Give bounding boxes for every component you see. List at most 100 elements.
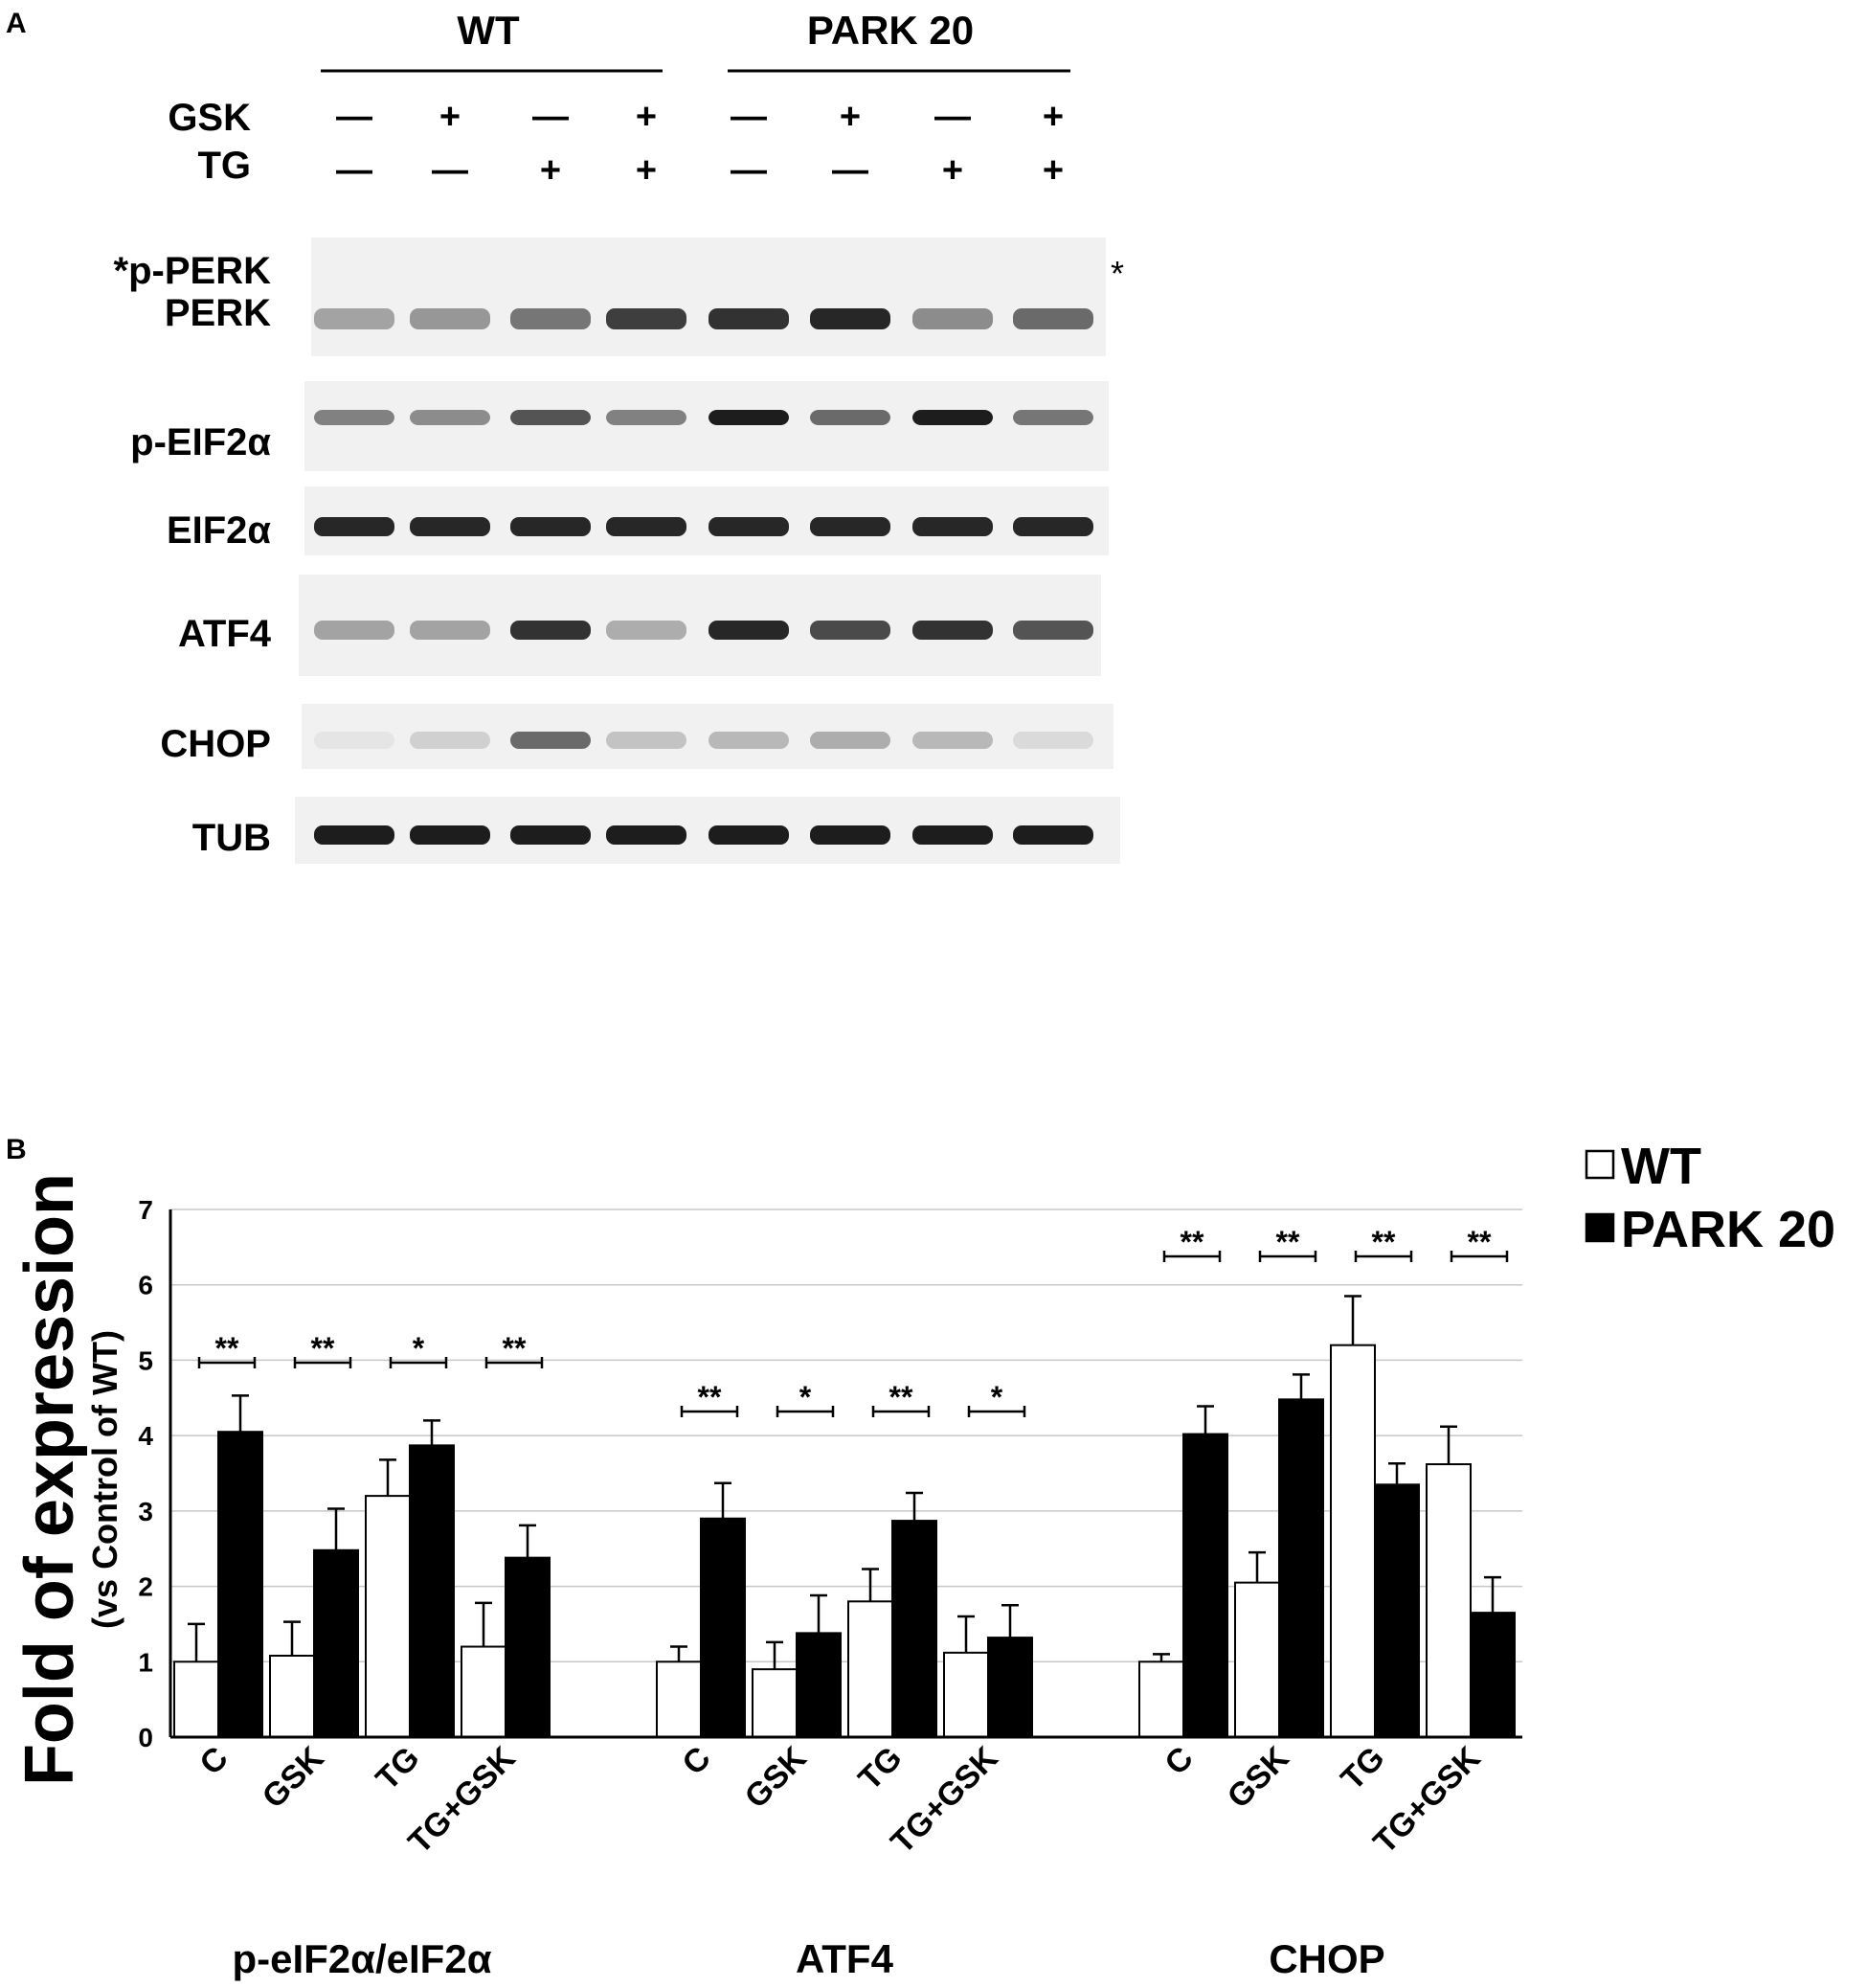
sign-gsk-lane-5: — — [731, 97, 767, 137]
band-p-perk-lane-3 — [510, 308, 591, 329]
band-chop-lane-3 — [510, 732, 591, 749]
sign-tg-lane-3: + — [540, 150, 561, 191]
bar-group-3-c-wt — [1138, 1660, 1184, 1739]
axes — [169, 1209, 1522, 1739]
band-tub-lane-1 — [314, 825, 394, 845]
y-tick-label-7: 7 — [138, 1195, 153, 1225]
bar-group-2-gsk-wt — [752, 1668, 798, 1738]
band-atf4-lane-8 — [1013, 621, 1093, 640]
legend-label-park20: PARK 20 — [1621, 1201, 1835, 1258]
sign-gsk-lane-7: — — [934, 97, 971, 137]
sign-tg-lane-8: + — [1043, 150, 1064, 191]
band-atf4-lane-7 — [912, 621, 993, 640]
bar-group-2-tg-gsk-park20 — [987, 1637, 1033, 1739]
sig-stars-group-3-2: ** — [1372, 1225, 1396, 1259]
band-tub-lane-7 — [912, 825, 993, 845]
band-eif2-lane-4 — [606, 517, 686, 536]
y-axis-sublabel: (vs Control of WT) — [85, 1330, 124, 1629]
band-atf4-lane-5 — [709, 621, 789, 640]
band-atf4-lane-1 — [314, 621, 394, 640]
band-p-perk-lane-6 — [810, 308, 890, 329]
x-tick-label-group-3-3: TG+GSK — [1366, 1739, 1488, 1861]
band-p-perk-lane-5 — [709, 308, 789, 329]
y-tick-label-2: 2 — [138, 1572, 153, 1602]
band-p-eif2-lane-6 — [810, 410, 890, 425]
band-tub-lane-8 — [1013, 825, 1093, 845]
bars — [173, 1344, 1516, 1739]
band-chop-lane-8 — [1013, 732, 1093, 749]
x-tick-label-group-1-1: GSK — [256, 1739, 331, 1815]
band-p-eif2-lane-3 — [510, 410, 591, 425]
blot-label-chop: CHOP — [160, 723, 271, 765]
sign-gsk-lane-3: — — [532, 97, 569, 137]
band-tub-lane-6 — [810, 825, 890, 845]
band-chop-lane-1 — [314, 732, 394, 749]
x-tick-label-group-3-1: GSK — [1221, 1739, 1296, 1815]
band-p-eif2-lane-2 — [410, 410, 490, 425]
x-tick-label-group-3-2: TG — [1334, 1740, 1391, 1797]
band-tub-lane-3 — [510, 825, 591, 845]
bar-group-1-c-wt — [173, 1660, 219, 1739]
x-tick-label-group-1-2: TG — [369, 1740, 426, 1797]
bar-group-3-tg-gsk-park20 — [1470, 1612, 1516, 1739]
group-label-group-2: ATF4 — [796, 1936, 894, 1981]
blot-label-eif2: EIF2α — [167, 509, 271, 552]
group-label-group-1: p-eIF2α/eIF2α — [232, 1936, 491, 1981]
band-eif2-lane-2 — [410, 517, 490, 536]
legend-swatch-wt — [1585, 1149, 1615, 1180]
band-tub-lane-5 — [709, 825, 789, 845]
bar-group-2-tg-gsk-wt — [943, 1651, 989, 1738]
band-chop-lane-6 — [810, 732, 890, 749]
group-header-park20: PARK 20 — [807, 8, 974, 53]
band-chop-lane-4 — [606, 732, 686, 749]
sign-tg-lane-5: — — [731, 150, 767, 191]
x-tick-label-group-3-0: C — [1158, 1740, 1200, 1782]
x-tick-label-group-1-3: TG+GSK — [401, 1739, 523, 1861]
sign-tg-lane-7: + — [942, 150, 963, 191]
blot-strip-p-perk — [311, 237, 1106, 356]
band-p-perk-lane-7 — [912, 308, 993, 329]
bar-group-1-gsk-park20 — [313, 1548, 359, 1738]
sig-stars-group-2-2: ** — [889, 1380, 913, 1414]
band-tub-lane-4 — [606, 825, 686, 845]
bar-group-3-gsk-wt — [1234, 1581, 1280, 1739]
bar-group-2-c-wt — [656, 1660, 702, 1739]
y-tick-label-0: 0 — [138, 1723, 153, 1752]
sign-gsk-lane-6: + — [840, 97, 861, 137]
sign-gsk-lane-1: — — [336, 97, 372, 137]
band-eif2-lane-1 — [314, 517, 394, 536]
x-tick-label-group-2-0: C — [675, 1740, 717, 1782]
panel-a-label: A — [6, 8, 27, 39]
bar-group-1-tg-gsk-park20 — [505, 1556, 551, 1739]
treatment-label-tg: TG — [197, 145, 251, 187]
bar-group-3-gsk-park20 — [1278, 1398, 1324, 1738]
band-atf4-lane-3 — [510, 621, 591, 640]
bar-group-3-tg-wt — [1330, 1344, 1376, 1738]
panel-b-bar-chart: B Fold of expression (vs Control of WT) … — [6, 1134, 1835, 1981]
sig-stars-group-2-0: ** — [698, 1380, 722, 1414]
sig-stars-group-2-1: * — [799, 1380, 812, 1414]
band-p-eif2-lane-8 — [1013, 410, 1093, 425]
bar-group-1-gsk-wt — [269, 1654, 315, 1738]
panel-a-western-blot: A WT PARK 20 GSK TG — + — + — + — + — — + + — — + + *p… — [6, 8, 1124, 864]
x-tick-label-group-2-2: TG — [851, 1740, 909, 1797]
band-chop-lane-2 — [410, 732, 490, 749]
band-p-eif2-lane-5 — [709, 410, 789, 425]
sign-tg-lane-6: — — [832, 150, 868, 191]
blot-strip-p-eif2 — [304, 381, 1109, 471]
sig-stars-group-3-1: ** — [1276, 1225, 1300, 1259]
blot-strip-chop — [302, 704, 1113, 769]
band-chop-lane-7 — [912, 732, 993, 749]
band-p-perk-lane-8 — [1013, 308, 1093, 329]
sig-stars-group-1-1: ** — [311, 1331, 335, 1366]
sign-tg-lane-1: — — [336, 150, 372, 191]
legend-label-wt: WT — [1621, 1138, 1701, 1195]
bar-group-2-tg-wt — [847, 1600, 893, 1739]
band-chop-lane-5 — [709, 732, 789, 749]
bar-group-1-tg-park20 — [409, 1444, 455, 1739]
y-tick-label-5: 5 — [138, 1345, 153, 1375]
y-axis-ticks: 0 1 2 3 4 5 6 7 — [138, 1195, 153, 1752]
